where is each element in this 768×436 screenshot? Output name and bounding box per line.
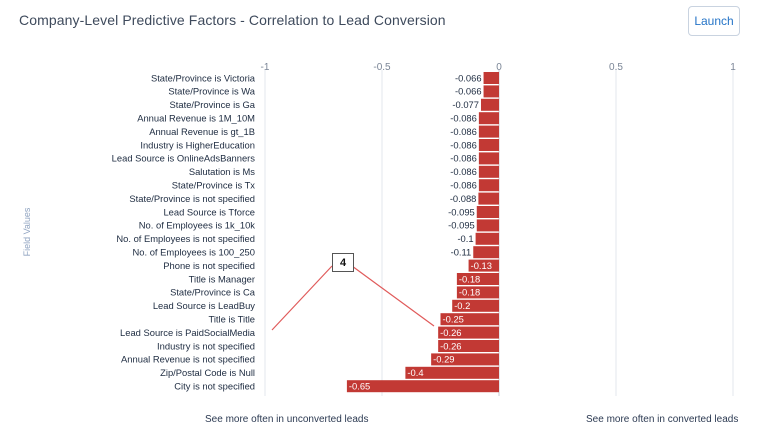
bar[interactable]	[478, 165, 499, 178]
bar[interactable]	[483, 85, 499, 98]
bar[interactable]	[478, 112, 499, 125]
x-tick-label: 0	[496, 62, 502, 73]
bar[interactable]	[456, 273, 499, 285]
bar[interactable]	[452, 299, 499, 312]
converted-leads-note: See more often in converted leads	[586, 414, 739, 425]
category-label: State/Province is Ca	[170, 287, 256, 298]
value-label: -0.066	[455, 72, 482, 83]
category-label: State/Province is not specified	[129, 193, 255, 204]
category-label: City is not specified	[174, 381, 255, 392]
value-label: -0.26	[440, 327, 461, 338]
value-label: -0.18	[459, 273, 480, 284]
value-label: -0.088	[450, 193, 477, 204]
value-label: -0.066	[455, 86, 482, 97]
y-axis-label: Field Values	[22, 207, 32, 256]
bar[interactable]	[405, 366, 499, 379]
category-label: Title is Title	[208, 314, 255, 325]
value-label: -0.095	[448, 220, 475, 231]
value-label: -0.086	[450, 126, 477, 137]
x-tick-label: 0.5	[609, 62, 623, 73]
bar[interactable]	[478, 139, 499, 151]
bar[interactable]	[456, 286, 499, 299]
bar[interactable]	[438, 340, 499, 352]
bar[interactable]	[440, 313, 500, 326]
category-label: Salutation is Ms	[189, 166, 255, 177]
category-label: Industry is not specified	[157, 340, 255, 351]
value-label: -0.077	[452, 99, 479, 110]
category-label: No. of Employees is 1k_10k	[139, 220, 256, 231]
x-tick-label: -1	[261, 62, 270, 73]
category-labels: State/Province is Victoria State/Province…	[112, 72, 256, 391]
value-label: -0.26	[440, 340, 461, 351]
bar[interactable]	[475, 232, 499, 245]
value-label: -0.095	[448, 206, 475, 217]
value-labels: -0.066 -0.066 -0.077 -0.086 -0.086 -0.086 -0.0…	[349, 72, 492, 391]
category-label: State/Province is Victoria	[151, 72, 256, 83]
bar[interactable]	[346, 380, 499, 393]
bar[interactable]	[476, 219, 499, 232]
callout-badge: 4	[332, 253, 354, 272]
value-label: -0.29	[433, 354, 454, 365]
category-label: State/Province is Ga	[170, 99, 256, 110]
category-label: Lead Source is OnlineAdsBanners	[112, 153, 256, 164]
value-label: -0.1	[457, 233, 473, 244]
category-label: Zip/Postal Code is Null	[160, 367, 255, 378]
value-label: -0.086	[450, 166, 477, 177]
x-tick-label: -0.5	[373, 62, 391, 73]
x-axis-ticks: -1 -0.5 0 0.5 1	[261, 62, 737, 73]
bar[interactable]	[476, 206, 499, 218]
callout-lines	[271, 265, 435, 331]
bar[interactable]	[431, 353, 499, 366]
unconverted-leads-note: See more often in unconverted leads	[205, 414, 369, 425]
bar[interactable]	[478, 192, 499, 205]
bar[interactable]	[473, 246, 499, 259]
bar[interactable]	[478, 152, 499, 165]
value-label: -0.4	[407, 367, 423, 378]
category-label: Annual Revenue is gt_1B	[149, 126, 255, 137]
bar[interactable]	[480, 98, 499, 111]
category-label: No. of Employees is 100_250	[133, 247, 255, 258]
launch-button[interactable]: Launch	[688, 6, 740, 36]
bar[interactable]	[483, 72, 499, 84]
bar[interactable]	[468, 259, 499, 272]
value-label: -0.65	[349, 381, 370, 392]
value-label: -0.13	[471, 260, 492, 271]
value-label: -0.086	[450, 180, 477, 191]
bars	[346, 72, 500, 393]
category-label: Annual Revenue is 1M_10M	[137, 113, 255, 124]
category-label: Annual Revenue is not specified	[121, 354, 255, 365]
category-label: No. of Employees is not specified	[116, 233, 255, 244]
category-label: Lead Source is Tforce	[163, 206, 255, 217]
chart-title: Company-Level Predictive Factors - Corre…	[19, 12, 446, 28]
value-label: -0.25	[443, 314, 464, 325]
category-label: Lead Source is PaidSocialMedia	[120, 327, 256, 338]
x-tick-label: 1	[730, 62, 736, 73]
value-label: -0.18	[459, 287, 480, 298]
callout-line-left	[271, 265, 333, 331]
category-label: State/Province is Tx	[172, 180, 256, 191]
value-label: -0.086	[450, 139, 477, 150]
value-label: -0.11	[451, 247, 472, 258]
value-label: -0.086	[450, 153, 477, 164]
bar[interactable]	[478, 125, 499, 138]
category-label: Title is Manager	[189, 273, 255, 284]
category-label: Phone is not specified	[163, 260, 255, 271]
value-label: -0.2	[454, 300, 470, 311]
bar[interactable]	[438, 326, 499, 339]
category-label: Industry is HigherEducation	[140, 139, 255, 150]
category-label: Lead Source is LeadBuy	[153, 300, 255, 311]
value-label: -0.086	[450, 113, 477, 124]
category-label: State/Province is Wa	[168, 86, 255, 97]
bar[interactable]	[478, 179, 499, 192]
callout-line-right	[351, 265, 435, 327]
